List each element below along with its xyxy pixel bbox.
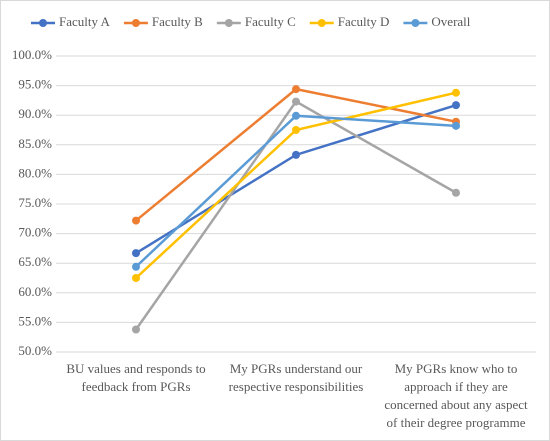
legend-label: Faculty C: [245, 14, 296, 29]
point: [292, 85, 300, 94]
legend-marker: [411, 19, 420, 27]
point: [132, 216, 140, 225]
point: [452, 188, 460, 197]
series-line: [135, 114, 457, 268]
y-tick-label: 75.0%: [18, 195, 52, 210]
y-tick-label: 100.0%: [12, 47, 52, 62]
point: [132, 262, 140, 271]
y-tick-label: 80.0%: [18, 165, 52, 180]
y-tick-label: 50.0%: [18, 343, 52, 358]
series-line: [134, 99, 457, 331]
point: [292, 97, 300, 106]
point: [452, 121, 460, 130]
y-tick-label: 60.0%: [18, 284, 52, 299]
point: [452, 88, 460, 97]
point: [292, 111, 300, 120]
point: [452, 101, 460, 110]
y-tick-label: 95.0%: [18, 77, 52, 92]
legend-marker: [224, 19, 233, 27]
y-tick-label: 65.0%: [18, 254, 52, 269]
legend-marker: [131, 19, 140, 27]
point: [292, 150, 300, 159]
y-tick-label: 55.0%: [18, 313, 52, 328]
point: [132, 274, 140, 282]
y-tick-label: 90.0%: [18, 106, 52, 121]
y-tick-label: 70.0%: [18, 225, 52, 240]
y-tick-label: 85.0%: [18, 136, 52, 151]
legend-marker: [317, 19, 326, 27]
legend-label: Faculty D: [338, 14, 390, 29]
x-tick-label: My PGRs understand our respective respon…: [228, 361, 364, 394]
x-tick-label: BU values and responds to feedback from …: [66, 361, 206, 394]
legend-label: Faculty B: [152, 14, 203, 29]
point: [132, 249, 140, 258]
point: [292, 126, 300, 134]
point: [132, 325, 140, 334]
legend-marker: [39, 19, 47, 27]
legend-label: Faculty A: [59, 14, 111, 29]
legend-label: Overall: [431, 14, 470, 29]
x-tick-label: My PGRs know who to approach if they are…: [384, 361, 528, 430]
